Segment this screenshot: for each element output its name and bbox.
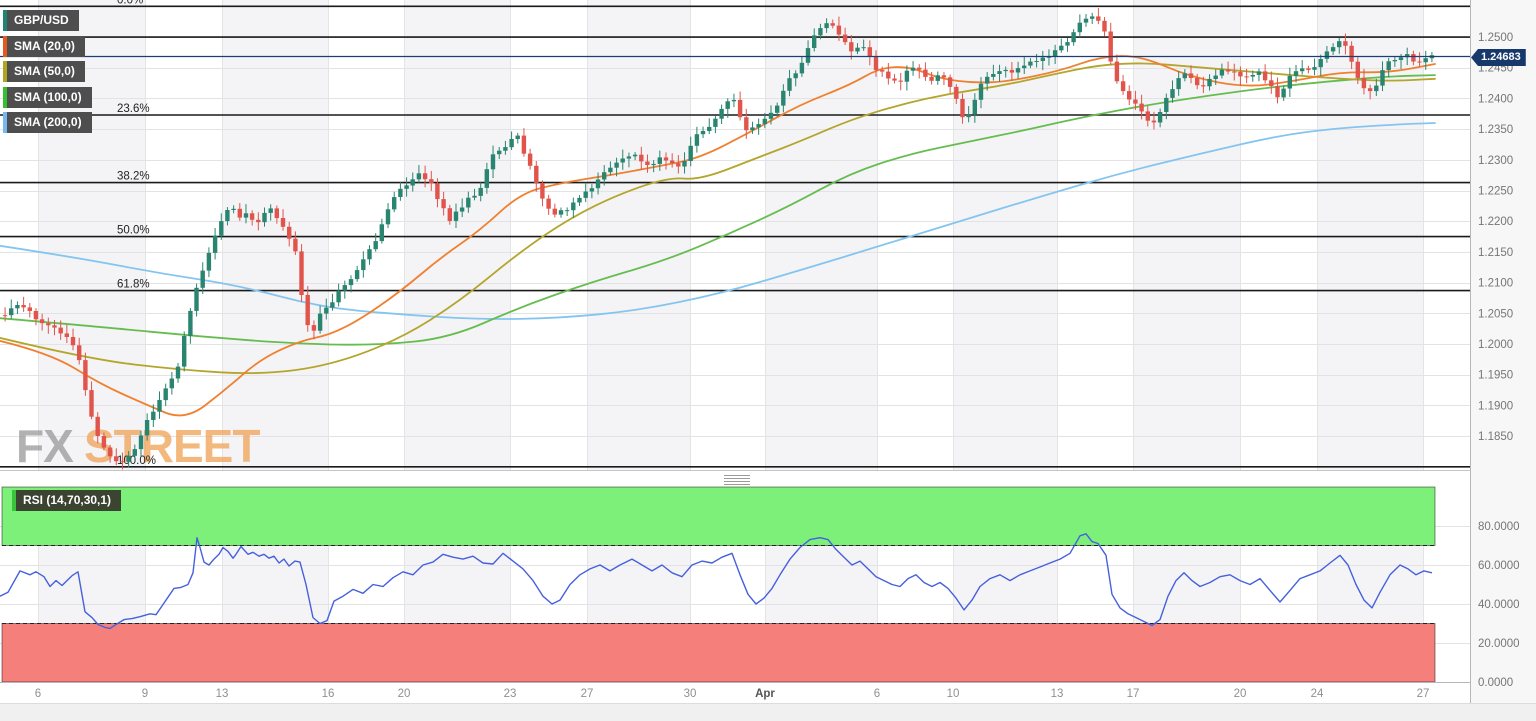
gridlines xyxy=(0,0,1470,682)
sma-line xyxy=(0,122,1436,320)
symbol-color-chip xyxy=(3,10,7,31)
svg-text:61.8%: 61.8% xyxy=(117,279,150,291)
rsi-color-chip xyxy=(12,490,16,511)
svg-text:6: 6 xyxy=(35,688,41,700)
svg-text:6: 6 xyxy=(874,688,880,700)
svg-text:1.2150: 1.2150 xyxy=(1478,247,1513,259)
panel-resize-handle[interactable] xyxy=(722,474,752,486)
symbol-label: GBP/USD xyxy=(7,10,79,31)
svg-text:1.1950: 1.1950 xyxy=(1478,370,1513,382)
indicator-badge-sma200[interactable]: SMA (200,0) xyxy=(3,112,92,133)
sma-lines xyxy=(0,55,1436,417)
svg-text:16: 16 xyxy=(322,688,335,700)
svg-text:27: 27 xyxy=(1417,688,1430,700)
sma200-label: SMA (200,0) xyxy=(7,112,92,133)
svg-text:13: 13 xyxy=(216,688,229,700)
svg-text:1.2300: 1.2300 xyxy=(1478,155,1513,167)
svg-text:27: 27 xyxy=(581,688,594,700)
fibonacci-levels: 0.0%23.6%38.2%50.0%61.8%100.0% xyxy=(0,0,1470,468)
svg-text:1.2250: 1.2250 xyxy=(1478,186,1513,198)
axis-labels: 1.25001.24501.24001.23501.23001.22501.22… xyxy=(35,32,1520,700)
svg-text:50.0%: 50.0% xyxy=(117,225,150,237)
svg-text:1.2400: 1.2400 xyxy=(1478,93,1513,105)
svg-text:60.0000: 60.0000 xyxy=(1478,560,1520,572)
indicator-badge-sma50[interactable]: SMA (50,0) xyxy=(3,61,85,82)
rsi-panel xyxy=(0,486,1436,683)
svg-text:STREET: STREET xyxy=(84,420,260,472)
svg-text:Apr: Apr xyxy=(755,688,775,700)
sma50-color-chip xyxy=(3,61,7,82)
svg-text:1.2200: 1.2200 xyxy=(1478,216,1513,228)
svg-text:13: 13 xyxy=(1051,688,1064,700)
indicator-badge-sma20[interactable]: SMA (20,0) xyxy=(3,36,85,57)
svg-text:80.0000: 80.0000 xyxy=(1478,521,1520,533)
svg-text:0.0%: 0.0% xyxy=(117,0,143,6)
svg-text:38.2%: 38.2% xyxy=(117,171,150,183)
svg-text:1.2000: 1.2000 xyxy=(1478,339,1513,351)
svg-text:1.2100: 1.2100 xyxy=(1478,278,1513,290)
svg-text:23.6%: 23.6% xyxy=(117,103,150,115)
svg-text:17: 17 xyxy=(1127,688,1140,700)
sma20-label: SMA (20,0) xyxy=(7,36,85,57)
svg-text:1.2350: 1.2350 xyxy=(1478,124,1513,136)
svg-text:10: 10 xyxy=(947,688,960,700)
svg-text:40.0000: 40.0000 xyxy=(1478,599,1520,611)
svg-text:20: 20 xyxy=(1234,688,1247,700)
rsi-overbought-zone xyxy=(1,486,1436,546)
svg-text:20: 20 xyxy=(398,688,411,700)
svg-text:1.2500: 1.2500 xyxy=(1478,32,1513,44)
svg-text:9: 9 xyxy=(142,688,148,700)
svg-text:1.2050: 1.2050 xyxy=(1478,308,1513,320)
rsi-line xyxy=(0,533,1433,630)
svg-text:23: 23 xyxy=(504,688,517,700)
rsi-label: RSI (14,70,30,1) xyxy=(16,490,122,511)
sma-line xyxy=(0,74,1436,346)
indicator-badge-sma100[interactable]: SMA (100,0) xyxy=(3,87,92,108)
svg-text:0.0000: 0.0000 xyxy=(1478,677,1513,689)
sma100-label: SMA (100,0) xyxy=(7,87,92,108)
indicator-badge-rsi[interactable]: RSI (14,70,30,1) xyxy=(12,490,122,511)
candlestick-series xyxy=(2,8,1435,470)
sma20-color-chip xyxy=(3,36,7,57)
sma100-color-chip xyxy=(3,87,7,108)
svg-text:FX: FX xyxy=(16,420,74,472)
bottom-strip xyxy=(0,703,1536,721)
sma-line xyxy=(0,62,1436,375)
svg-text:1.1900: 1.1900 xyxy=(1478,400,1513,412)
sma-line xyxy=(0,55,1436,417)
svg-text:24: 24 xyxy=(1311,688,1324,700)
fxstreet-watermark: FX STREET xyxy=(16,420,261,472)
symbol-badge: GBP/USD xyxy=(3,10,79,31)
rsi-oversold-zone xyxy=(1,623,1436,683)
svg-text:30: 30 xyxy=(684,688,697,700)
svg-text:20.0000: 20.0000 xyxy=(1478,638,1520,650)
sma200-color-chip xyxy=(3,112,7,133)
sma50-label: SMA (50,0) xyxy=(7,61,85,82)
svg-text:1.1850: 1.1850 xyxy=(1478,431,1513,443)
last-price-badge: 1.24683 xyxy=(1471,49,1526,66)
